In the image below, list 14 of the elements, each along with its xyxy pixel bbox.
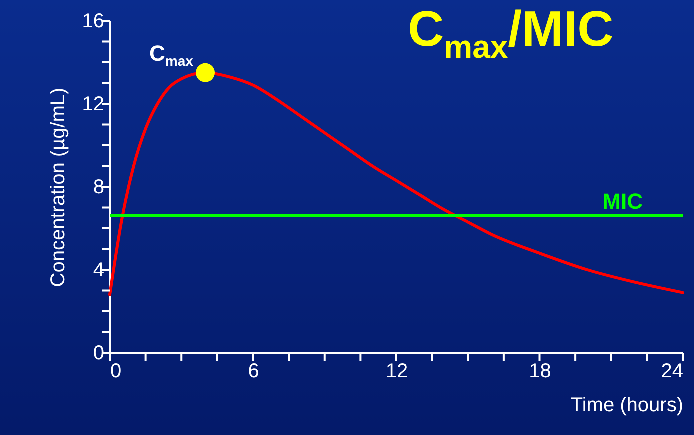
y-axis-title: Concentration (µg/mL) [47,88,70,288]
x-tick-label: 6 [248,360,260,382]
annotation: C$_{max}$ [150,40,194,69]
x-tick-label: 12 [386,360,408,382]
chart-title: C$_{max}$/MIC [408,1,614,66]
y-tick-label: 8 [93,176,104,198]
ref-line-label: MIC [602,189,644,214]
y-tick-label: 4 [93,260,104,282]
y-tick-label: 16 [82,10,104,32]
x-axis-title: Time (hours) [570,394,684,416]
x-tick-label: 24 [661,360,684,382]
x-tick-label: 18 [529,360,552,382]
x-tick-label: 0 [110,360,122,382]
y-tick-label: 12 [82,94,104,116]
